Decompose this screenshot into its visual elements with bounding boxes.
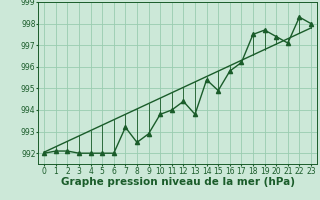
X-axis label: Graphe pression niveau de la mer (hPa): Graphe pression niveau de la mer (hPa) [60,177,295,187]
